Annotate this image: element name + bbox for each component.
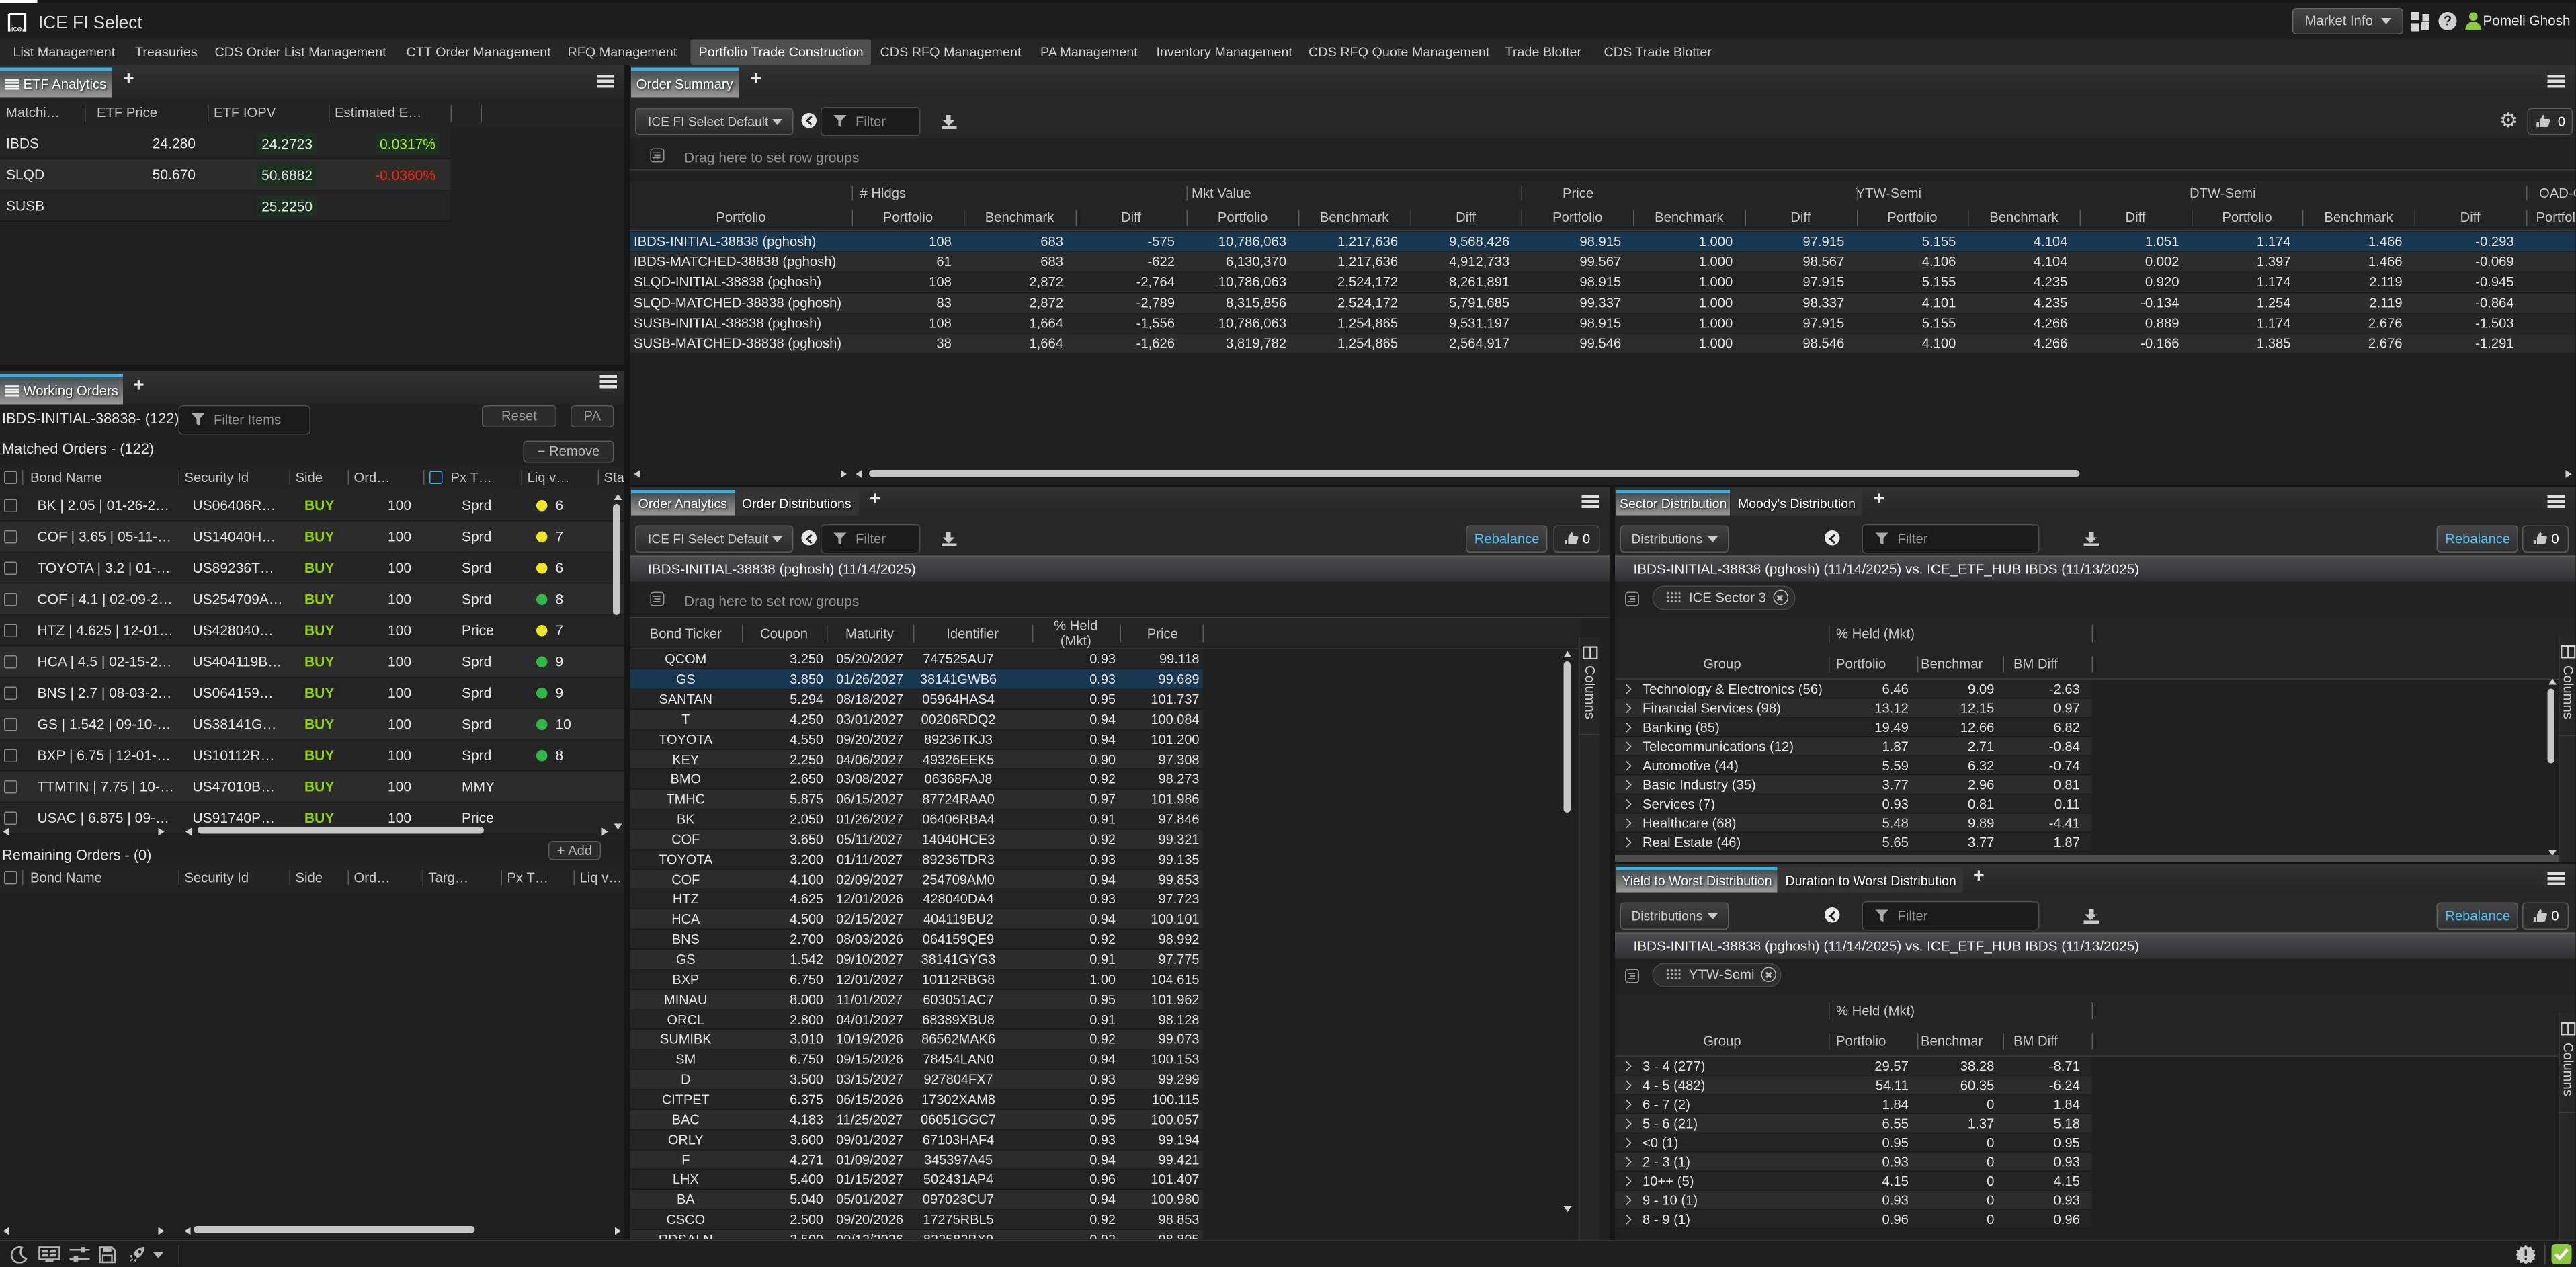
- svg-text:ice: ice: [11, 24, 22, 32]
